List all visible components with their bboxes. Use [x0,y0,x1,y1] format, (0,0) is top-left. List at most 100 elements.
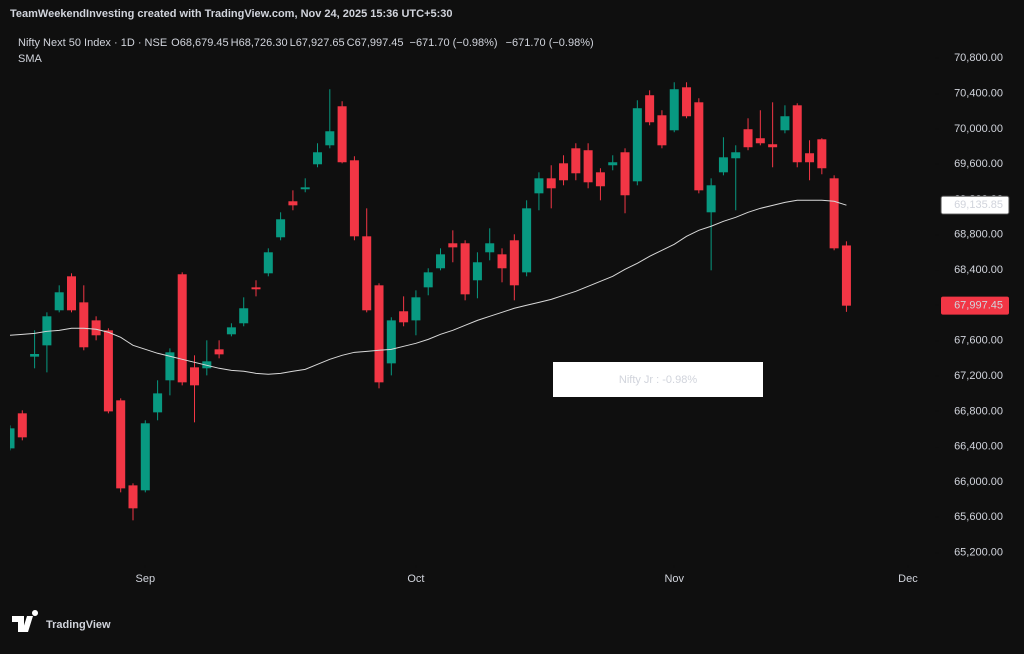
candle-body [829,178,839,249]
y-tick-label: 65,200.00 [954,547,1003,559]
y-tick-label: 66,800.00 [954,405,1003,417]
candle-body [349,160,359,237]
candle-body [79,302,89,348]
candle-body [411,297,421,321]
candle-body [263,252,273,274]
candle-body [706,185,716,213]
candle-body [54,292,64,311]
candle-body [669,89,679,131]
legend-change: −671.70 (−0.98%) [410,37,498,49]
y-tick-label: 65,600.00 [954,511,1003,523]
candle-body [313,152,323,165]
candle-body [792,105,802,163]
y-tick-label: 68,800.00 [954,229,1003,241]
candle-body [620,152,630,196]
candle-body [423,272,433,288]
candle-body [116,400,126,489]
x-tick-label: Sep [136,573,156,585]
candle-body [841,245,851,306]
candle-body [460,243,470,295]
candle-body [731,152,741,159]
candle-body [91,320,101,336]
candle-body [226,327,236,335]
candle-body [682,87,692,117]
candle-body [817,139,827,169]
y-tick-label: 66,000.00 [954,476,1003,488]
candle-body [386,320,396,364]
candle-body [645,95,655,123]
candle-body [177,274,187,383]
candle-body [743,129,753,148]
legend-value: 68,726.30 [239,37,288,49]
sma-line [10,199,847,375]
sma-price-label: 69,135.85 [954,199,1003,211]
candle-body [522,208,532,273]
y-tick-label: 70,000.00 [954,123,1003,135]
candle-body [768,144,778,148]
legend-key: L [290,37,296,49]
candle-body [214,349,224,355]
annotation-box [553,362,763,397]
sma-price-tag [940,195,1010,215]
candle-body [153,393,163,413]
candle-body [718,157,728,173]
candle-body [448,243,458,248]
close-price-label: 67,997.45 [954,300,1003,312]
x-tick-label: Oct [407,573,424,585]
legend-value: 67,997.45 [355,37,404,49]
y-tick-label: 69,600.00 [954,158,1003,170]
legend-key: C [347,37,355,49]
close-price-tag [941,296,1009,315]
y-tick-label: 67,600.00 [954,335,1003,347]
y-tick-label: 67,200.00 [954,370,1003,382]
legend-key: O [171,37,180,49]
candle-body [288,201,298,206]
candle-body [632,108,642,182]
logo-icon [12,610,39,632]
candle-body [583,150,593,183]
candle-body [17,413,27,438]
candle-body [472,262,482,281]
legend-change: −671.70 (−0.98%) [506,37,594,49]
legend-key: H [231,37,239,49]
plot [10,82,851,521]
candle-body [10,428,15,449]
logo: TradingView [12,610,111,632]
candle-body [595,172,605,187]
annotation: Nifty Jr : -0.98% [619,374,697,386]
candle-body [300,187,310,190]
x-tick-label: Dec [898,573,918,585]
candle-body [251,287,261,290]
candle-body [755,138,765,144]
candle-body [436,254,446,269]
candle-body [571,148,581,174]
y-tick-label: 66,400.00 [954,441,1003,453]
legend-value: 68,679.45 [180,37,229,49]
candle-body [337,106,347,163]
candle-body [694,102,704,191]
symbol: Nifty Next 50 Index · 1D · NSE [18,37,167,49]
candle-body [239,308,249,324]
legend-value: 67,927.65 [296,37,345,49]
candle-body [362,236,372,311]
y-tick-label: 70,800.00 [954,52,1003,64]
candle-body [325,131,335,146]
candle-body [67,276,77,311]
x-tick-label: Nov [664,573,684,585]
candle-body [30,354,40,357]
caption: TeamWeekendInvesting created with Tradin… [10,8,453,20]
logo-text: TradingView [46,619,111,631]
candle-body [128,485,138,509]
candle-body [546,178,556,189]
candle-body [165,352,175,381]
candle-body [657,115,667,146]
y-tick-label: 70,400.00 [954,87,1003,99]
candle-body [805,153,815,163]
candle-body [780,116,790,131]
candle-body [485,243,495,253]
candle-body [559,163,569,181]
candle-body [374,285,384,383]
candle-body [103,330,113,412]
